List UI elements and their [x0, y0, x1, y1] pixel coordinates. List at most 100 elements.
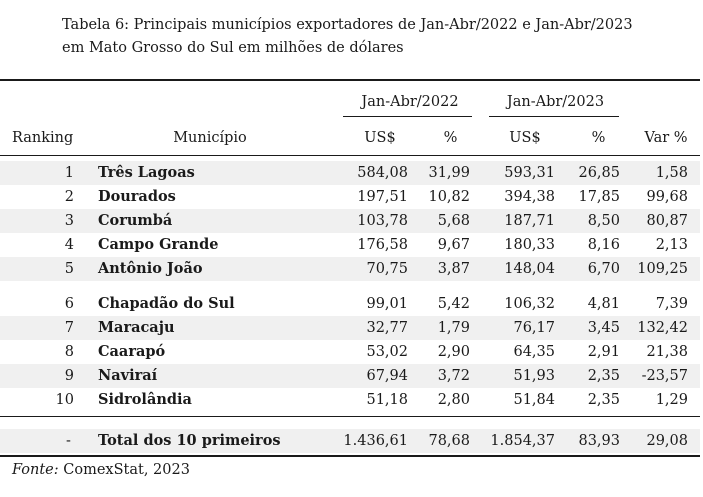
- row-name: Dourados: [98, 188, 176, 205]
- row-usd-2023: 394,38: [504, 189, 555, 205]
- row-usd-2022: 67,94: [366, 368, 408, 384]
- row-pct-2022: 9,67: [437, 237, 470, 253]
- header-rule: [0, 155, 700, 156]
- row-usd-2023: 180,33: [504, 237, 555, 253]
- row-pct-2023: 4,81: [587, 296, 620, 312]
- total-rank: -: [66, 433, 71, 449]
- header-var: Var %: [644, 130, 688, 146]
- total-var: 29,08: [646, 433, 688, 449]
- row-var: 132,42: [637, 320, 688, 336]
- row-rank: 2: [64, 189, 74, 205]
- row-usd-2023: 148,04: [504, 261, 555, 277]
- row-usd-2023: 76,17: [513, 320, 555, 336]
- row-var: 99,68: [646, 189, 688, 205]
- row-pct-2022: 5,42: [437, 296, 470, 312]
- row-rank: 6: [64, 296, 74, 312]
- total-pct-2023: 83,93: [578, 433, 620, 449]
- row-var: 80,87: [646, 213, 688, 229]
- row-rank: 10: [55, 392, 74, 408]
- row-usd-2023: 51,84: [513, 392, 555, 408]
- header-pct-2023: %: [591, 130, 606, 146]
- row-rank: 9: [64, 368, 74, 384]
- row-pct-2023: 8,50: [587, 213, 620, 229]
- row-rank: 5: [64, 261, 74, 277]
- row-var: 109,25: [637, 261, 688, 277]
- bottom-rule: [0, 455, 700, 457]
- top-rule: [0, 79, 700, 81]
- row-pct-2023: 3,45: [587, 320, 620, 336]
- source-label: Fonte:: [12, 462, 59, 478]
- row-var: -23,57: [641, 368, 688, 384]
- group-rule-2023: [489, 116, 619, 117]
- row-usd-2022: 584,08: [357, 165, 408, 181]
- row-rank: 4: [64, 237, 74, 253]
- caption-line-1: Tabela 6: Principais municípios exportad…: [62, 17, 633, 33]
- row-pct-2022: 5,68: [437, 213, 470, 229]
- row-usd-2022: 99,01: [366, 296, 408, 312]
- row-var: 1,29: [655, 392, 688, 408]
- row-pct-2022: 31,99: [428, 165, 470, 181]
- row-name: Antônio João: [98, 260, 203, 277]
- header-usd-2023: US$: [509, 130, 541, 146]
- row-stripe: [0, 257, 700, 281]
- row-name: Naviraí: [98, 367, 158, 384]
- row-rank: 7: [64, 320, 74, 336]
- row-usd-2022: 103,78: [357, 213, 408, 229]
- row-pct-2022: 2,90: [437, 344, 470, 360]
- row-name: Sidrolândia: [98, 391, 192, 408]
- row-pct-2023: 17,85: [578, 189, 620, 205]
- row-rank: 8: [64, 344, 74, 360]
- total-usd-2023: 1.854,37: [490, 433, 555, 449]
- row-pct-2022: 3,72: [437, 368, 470, 384]
- source-text: ComexStat, 2023: [63, 462, 190, 478]
- row-usd-2022: 32,77: [366, 320, 408, 336]
- caption-line-2: em Mato Grosso do Sul em milhões de dóla…: [62, 40, 404, 56]
- row-usd-2022: 176,58: [357, 237, 408, 253]
- total-stripe: [0, 429, 700, 453]
- total-pct-2022: 78,68: [428, 433, 470, 449]
- header-usd-2022: US$: [364, 130, 396, 146]
- row-name: Três Lagoas: [98, 164, 195, 181]
- row-usd-2023: 64,35: [513, 344, 555, 360]
- row-usd-2023: 593,31: [504, 165, 555, 181]
- row-pct-2023: 6,70: [587, 261, 620, 277]
- total-usd-2022: 1.436,61: [343, 433, 408, 449]
- row-var: 21,38: [646, 344, 688, 360]
- row-rank: 1: [64, 165, 74, 181]
- row-pct-2022: 1,79: [437, 320, 470, 336]
- row-pct-2022: 2,80: [437, 392, 470, 408]
- header-pct-2022: %: [443, 130, 458, 146]
- header-ranking: Ranking: [12, 130, 74, 146]
- row-stripe: [0, 316, 700, 340]
- source-note: Fonte: ComexStat, 2023: [12, 462, 190, 478]
- row-usd-2023: 106,32: [504, 296, 555, 312]
- row-usd-2023: 187,71: [504, 213, 555, 229]
- row-var: 1,58: [655, 165, 688, 181]
- header-group-2023: Jan-Abr/2023: [506, 94, 605, 110]
- row-pct-2023: 2,35: [587, 392, 620, 408]
- row-pct-2022: 3,87: [437, 261, 470, 277]
- row-stripe: [0, 364, 700, 388]
- group-rule-2022: [343, 116, 472, 117]
- row-name: Campo Grande: [98, 236, 219, 253]
- row-name: Corumbá: [98, 212, 173, 229]
- row-stripe: [0, 161, 700, 185]
- row-usd-2022: 53,02: [366, 344, 408, 360]
- row-usd-2023: 51,93: [513, 368, 555, 384]
- row-pct-2023: 8,16: [587, 237, 620, 253]
- row-name: Maracaju: [98, 319, 175, 336]
- row-name: Chapadão do Sul: [98, 295, 235, 312]
- row-pct-2023: 2,35: [587, 368, 620, 384]
- row-var: 7,39: [655, 296, 688, 312]
- table-caption: Tabela 6: Principais municípios exportad…: [62, 14, 633, 60]
- total-name: Total dos 10 primeiros: [98, 432, 281, 449]
- row-var: 2,13: [655, 237, 688, 253]
- total-top-rule: [0, 416, 700, 417]
- header-group-2022: Jan-Abr/2022: [361, 94, 459, 110]
- row-rank: 3: [64, 213, 74, 229]
- row-pct-2023: 2,91: [587, 344, 620, 360]
- row-stripe: [0, 209, 700, 233]
- row-name: Caarapó: [98, 343, 166, 360]
- row-usd-2022: 197,51: [357, 189, 408, 205]
- row-pct-2023: 26,85: [578, 165, 620, 181]
